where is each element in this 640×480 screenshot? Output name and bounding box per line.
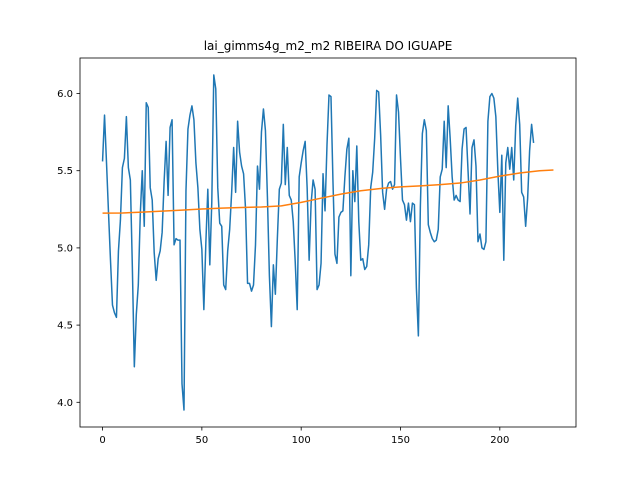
y-tick-label: 4.5 <box>57 321 73 332</box>
x-tick-label: 100 <box>292 435 311 446</box>
series-line-1 <box>101 74 535 411</box>
y-axis: 4.0 4.5 5.0 5.5 6.0 <box>57 89 80 409</box>
y-tick-label: 4.0 <box>57 398 73 409</box>
series-layer <box>101 74 554 411</box>
y-tick-label: 6.0 <box>57 89 73 100</box>
x-tick-label: 200 <box>490 435 509 446</box>
x-tick-label: 0 <box>99 435 105 446</box>
x-axis: 0 50 100 150 200 <box>99 427 509 446</box>
x-tick-label: 150 <box>391 435 410 446</box>
plot-area-frame <box>79 57 577 428</box>
y-tick-label: 5.0 <box>57 243 73 254</box>
chart-title: lai_gimms4g_m2_m2 RIBEIRA DO IGUAPE <box>204 39 453 53</box>
series-line-2 <box>102 169 554 214</box>
y-tick-label: 5.5 <box>57 166 73 177</box>
x-tick-label: 50 <box>195 435 208 446</box>
